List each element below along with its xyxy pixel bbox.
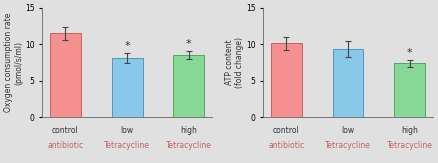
Y-axis label: Oxygen consumption rate
(pmol/s/ml): Oxygen consumption rate (pmol/s/ml) [4,13,24,112]
Text: control: control [272,126,299,135]
Text: *: * [406,48,412,58]
Bar [332,49,363,117]
Text: antibiotic: antibiotic [47,141,83,150]
Text: *: * [186,39,191,49]
Text: antibiotic: antibiotic [268,141,304,150]
Text: low: low [341,126,354,135]
Text: high: high [400,126,417,135]
Text: high: high [180,126,197,135]
Bar [50,33,81,117]
Text: Tetracycline: Tetracycline [104,141,150,150]
Y-axis label: ATP content
(fold change): ATP content (fold change) [225,37,244,88]
Text: control: control [52,126,78,135]
Bar [173,55,204,117]
Text: *: * [124,41,130,51]
Bar [393,63,424,117]
Text: Tetracycline: Tetracycline [325,141,370,150]
Text: low: low [120,126,134,135]
Bar [111,58,142,117]
Text: Tetracycline: Tetracycline [386,141,432,150]
Text: Tetracycline: Tetracycline [166,141,212,150]
Bar [270,44,301,117]
